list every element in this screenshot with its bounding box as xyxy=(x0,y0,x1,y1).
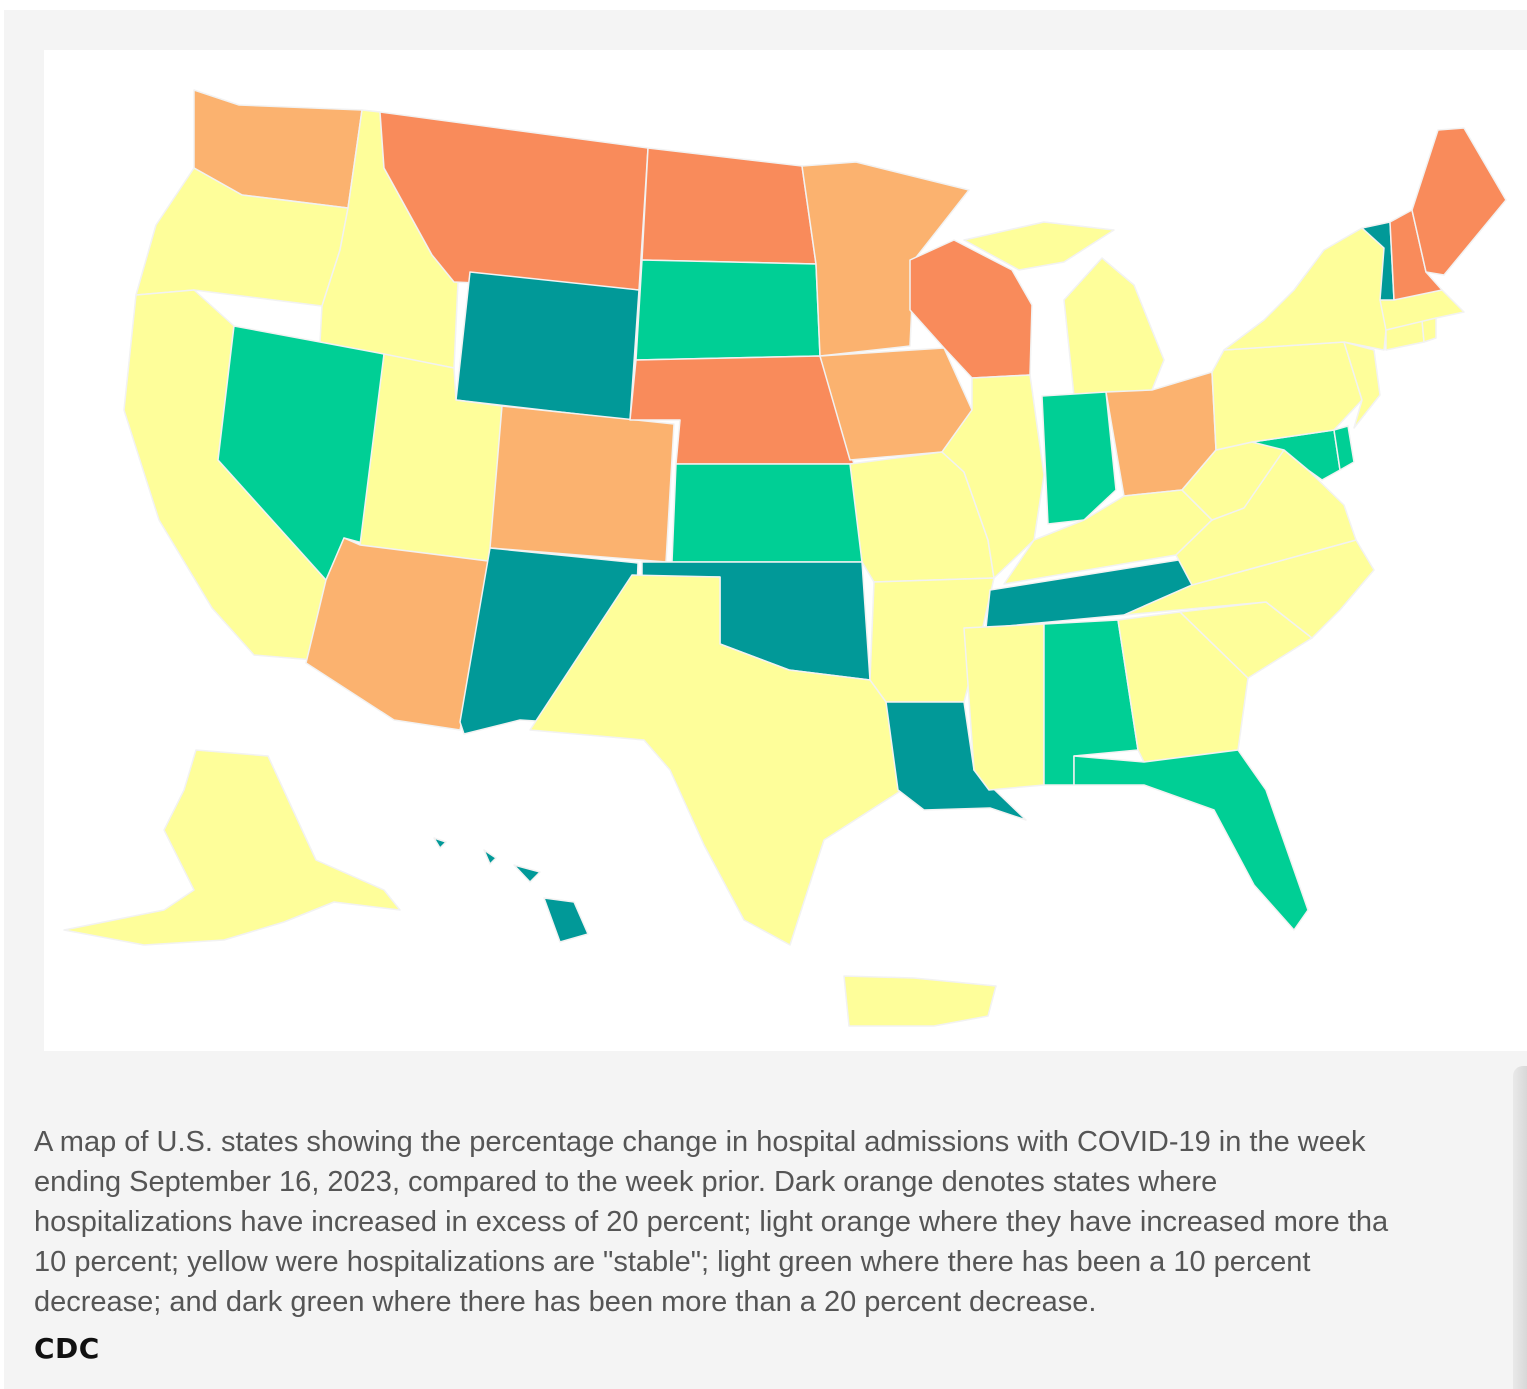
state-indiana xyxy=(1041,391,1117,525)
caption-line: 10 percent; yellow were hospitalizations… xyxy=(34,1246,1311,1278)
state-new-hampshire xyxy=(1389,209,1443,301)
state-shape-alaska xyxy=(63,749,401,946)
state-shape-delaware xyxy=(1333,425,1355,471)
state-shape-wyoming xyxy=(455,271,640,421)
state-shape-michigan xyxy=(1063,257,1165,397)
state-florida xyxy=(1073,749,1309,931)
state-shape-new-hampshire xyxy=(1389,209,1443,301)
caption-line: hospitalizations have increased in exces… xyxy=(34,1206,1389,1238)
us-map xyxy=(44,50,1527,1051)
state-shape-texas xyxy=(529,574,903,946)
state-shape-south-dakota xyxy=(635,259,821,361)
state-south-dakota xyxy=(635,259,821,361)
state-shape-indiana xyxy=(1041,391,1117,525)
state-kansas xyxy=(671,463,863,563)
state-shape-colorado xyxy=(489,405,675,563)
state-shape-new-jersey xyxy=(1343,341,1381,429)
state-texas xyxy=(529,574,903,946)
state-shape-kansas xyxy=(671,463,863,563)
state-mississippi xyxy=(963,623,1045,791)
state-shape-north-carolina xyxy=(1123,539,1375,639)
state-shape-hawaii xyxy=(483,849,497,865)
state-shape-illinois xyxy=(941,374,1045,579)
state-colorado xyxy=(489,405,675,563)
state-shape-florida xyxy=(1073,749,1309,931)
state-shape-hawaii xyxy=(433,837,447,849)
state-nevada xyxy=(217,325,385,581)
caption-line: A map of U.S. states showing the percent… xyxy=(34,1126,1366,1158)
state-shape-maine xyxy=(1411,127,1507,276)
figure-caption: A map of U.S. states showing the percent… xyxy=(34,1122,1527,1322)
state-shape-vermont xyxy=(1361,221,1395,301)
state-shape-north-dakota xyxy=(641,147,817,265)
state-alaska xyxy=(63,749,401,946)
state-north-dakota xyxy=(641,147,817,265)
state-delaware xyxy=(1333,425,1355,471)
image-credit: CDC xyxy=(34,1332,100,1365)
state-maine xyxy=(1411,127,1507,276)
state-puerto-rico xyxy=(843,975,997,1027)
caption-line: decrease; and dark green where there has… xyxy=(34,1286,1097,1318)
state-shape-new-york xyxy=(1223,227,1387,351)
state-new-jersey xyxy=(1343,341,1381,429)
state-shape-puerto-rico xyxy=(843,975,997,1027)
state-hawaii xyxy=(433,837,589,943)
scroll-edge xyxy=(1513,1066,1527,1389)
state-vermont xyxy=(1361,221,1395,301)
state-shape-hawaii xyxy=(513,864,541,883)
state-shape-mississippi xyxy=(963,623,1045,791)
state-illinois xyxy=(941,374,1045,579)
state-shape-hawaii xyxy=(543,897,589,943)
state-wyoming xyxy=(455,271,640,421)
caption-line: ending September 16, 2023, compared to t… xyxy=(34,1166,1218,1198)
state-new-york xyxy=(1223,227,1387,351)
state-north-carolina xyxy=(1123,539,1375,639)
us-map-svg xyxy=(63,89,1507,1027)
state-shape-nevada xyxy=(217,325,385,581)
state-shape-michigan xyxy=(963,221,1115,271)
